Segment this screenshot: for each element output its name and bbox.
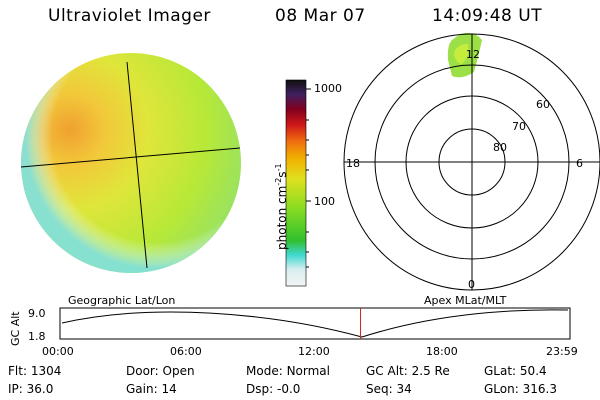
timeline-left-caption: Geographic Lat/Lon (68, 294, 176, 307)
colorbar-tick-label: 100 (314, 195, 335, 208)
mode-info: Mode: Normal (246, 364, 330, 378)
dsp-value: -0.0 (276, 382, 301, 396)
timeline-xtick: 23:59 (546, 345, 578, 358)
mode-value: Normal (286, 364, 330, 378)
mlt-label-18: 18 (346, 157, 360, 170)
seq-info: Seq: 34 (366, 382, 412, 396)
gcalt-label: GC Alt: (366, 364, 408, 378)
mlat-label-70: 70 (512, 120, 526, 133)
instrument-title: Ultraviolet Imager (48, 6, 211, 26)
mlt-label-12: 12 (466, 48, 480, 61)
gcalt-value: 2.5 Re (411, 364, 450, 378)
mlat-label-60: 60 (536, 98, 550, 111)
colorbar-tick-label: 1000 (314, 82, 342, 95)
glon-info: GLon: 316.3 (484, 382, 557, 396)
timeline-xtick: 12:00 (298, 345, 330, 358)
mlat-label-80: 80 (493, 141, 507, 154)
timeline-xtick: 00:00 (42, 345, 74, 358)
ip-value: 36.0 (26, 382, 54, 396)
glon-label: GLon: (484, 382, 519, 396)
timeline-xtick: 06:00 (170, 345, 202, 358)
timeline-ytick: 1.8 (28, 330, 46, 343)
gcalt-info: GC Alt: 2.5 Re (366, 364, 450, 378)
gain-info: Gain: 14 (126, 382, 177, 396)
gain-value: 14 (161, 382, 177, 396)
timeline-frame (59, 307, 571, 340)
flt-label: Flt: (8, 364, 27, 378)
limb-glow (21, 53, 241, 273)
glon-value: 316.3 (522, 382, 557, 396)
glat-info: GLat: 50.4 (484, 364, 547, 378)
ip-label: IP: (8, 382, 23, 396)
seq-label: Seq: (366, 382, 393, 396)
glat-value: 50.4 (519, 364, 547, 378)
time-label: 14:09:48 UT (432, 6, 543, 26)
timeline-xtick: 18:00 (426, 345, 458, 358)
ip-info: IP: 36.0 (8, 382, 53, 396)
date-label: 08 Mar 07 (275, 6, 366, 26)
door-label: Door: (126, 364, 159, 378)
flt-value: 1304 (30, 364, 62, 378)
glat-label: GLat: (484, 364, 517, 378)
lon-gridline (126, 61, 148, 269)
timeline-ytick: 9.0 (28, 307, 46, 320)
gain-label: Gain: (126, 382, 158, 396)
mlt-label-6: 6 (576, 157, 583, 170)
timeline-right-caption: Apex MLat/MLT (424, 294, 507, 307)
lat-gridline (20, 147, 241, 168)
door-info: Door: Open (126, 364, 195, 378)
auroral-oval-core (454, 44, 469, 64)
flight-info: Flt: 1304 (8, 364, 61, 378)
mode-label: Mode: (246, 364, 283, 378)
dsp-info: Dsp: -0.0 (246, 382, 300, 396)
seq-value: 34 (396, 382, 412, 396)
colorbar-gradient (285, 79, 307, 287)
altitude-curve (61, 309, 569, 338)
dsp-label: Dsp: (246, 382, 274, 396)
mlt-label-0: 0 (468, 278, 475, 291)
door-value: Open (162, 364, 195, 378)
